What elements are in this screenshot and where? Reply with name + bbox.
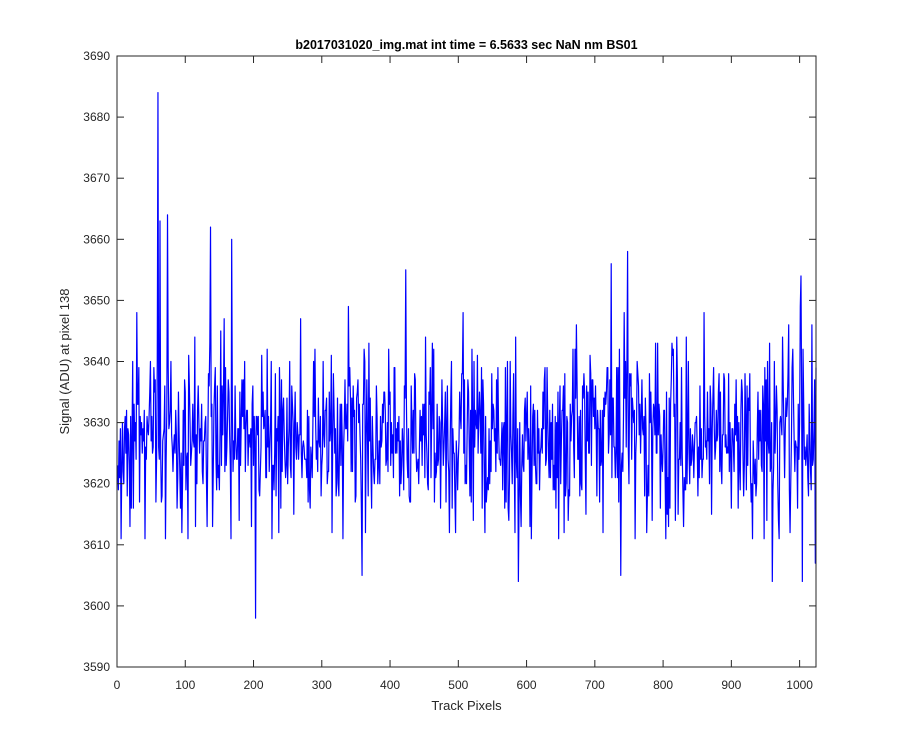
- y-tick-label: 3660: [83, 232, 110, 246]
- signal-series-line: [117, 92, 817, 619]
- x-axis-label: Track Pixels: [431, 698, 502, 713]
- x-tick-label: 600: [517, 678, 537, 692]
- x-tick-label: 1000: [786, 678, 813, 692]
- y-tick-label: 3690: [83, 49, 110, 63]
- x-tick-label: 200: [244, 678, 264, 692]
- y-tick-label: 3650: [83, 293, 110, 307]
- y-tick-label: 3640: [83, 355, 110, 369]
- x-tick-label: 800: [653, 678, 673, 692]
- plot-area: [117, 56, 816, 667]
- x-tick-label: 900: [721, 678, 741, 692]
- x-tick-label: 100: [175, 678, 195, 692]
- y-tick-label: 3630: [83, 416, 110, 430]
- y-tick-label: 3670: [83, 171, 110, 185]
- chart-title: b2017031020_img.mat int time = 6.5633 se…: [295, 38, 637, 52]
- y-tick-label: 3590: [83, 660, 110, 674]
- y-axis-label: Signal (ADU) at pixel 138: [57, 289, 72, 435]
- x-tick-label: 400: [380, 678, 400, 692]
- y-tick-label: 3600: [83, 599, 110, 613]
- x-tick-label: 700: [585, 678, 605, 692]
- y-tick-label: 3620: [83, 477, 110, 491]
- x-tick-label: 300: [312, 678, 332, 692]
- y-tick-label: 3610: [83, 538, 110, 552]
- ticks-layer: 0 100 200 300 400 500 600 700 800 900 1000 3590 3600…: [83, 49, 816, 692]
- x-tick-label: 0: [114, 678, 121, 692]
- x-tick-label: 500: [448, 678, 468, 692]
- y-tick-label: 3680: [83, 110, 110, 124]
- series-layer: [117, 92, 817, 619]
